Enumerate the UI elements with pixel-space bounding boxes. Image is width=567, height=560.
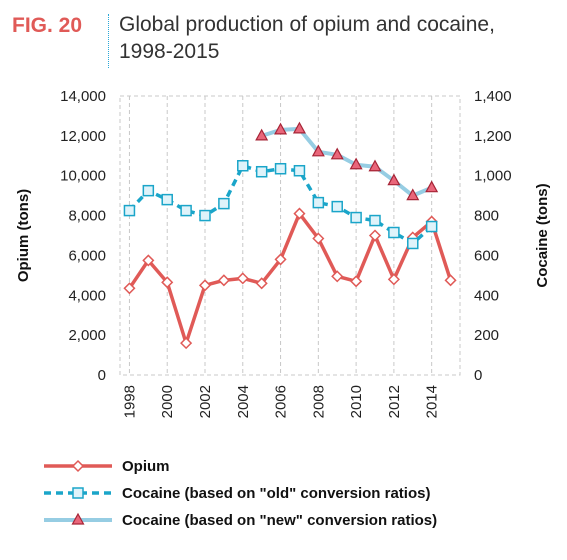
series-line-1 — [127, 211, 453, 345]
data-point — [199, 209, 211, 222]
data-point — [292, 121, 306, 134]
data-point — [161, 276, 174, 289]
x-tick-label: 2006 — [273, 385, 290, 418]
data-point — [236, 272, 249, 285]
data-point — [407, 237, 419, 250]
legend-marker-3 — [71, 512, 85, 525]
y-left-tick-label: 4,000 — [68, 287, 106, 304]
data-point — [142, 184, 155, 197]
data-point — [350, 211, 362, 224]
y-left-axis-title: Opium (tons) — [15, 189, 32, 282]
data-point — [369, 214, 381, 227]
legend-marker-2 — [72, 487, 84, 499]
data-point — [274, 253, 287, 266]
data-point — [180, 337, 193, 350]
data-point — [331, 200, 343, 213]
y-left-tick-label: 6,000 — [68, 247, 106, 264]
y-left-tick-label: 8,000 — [68, 208, 106, 225]
x-tick-label: 2014 — [424, 385, 441, 418]
data-point — [237, 160, 249, 172]
y-right-tick-label: 600 — [474, 247, 499, 264]
grid — [119, 95, 461, 376]
data-point — [444, 274, 457, 287]
figure-label: FIG. 20 — [12, 14, 83, 37]
header-divider — [108, 14, 109, 68]
data-point — [217, 274, 230, 287]
figure-header: FIG. 20 Global production of opium and c… — [12, 10, 557, 72]
data-point — [255, 277, 268, 290]
y-left-tick-label: 12,000 — [60, 128, 106, 145]
y-right-tick-label: 200 — [474, 327, 499, 344]
legend-label-1: Opium — [122, 458, 170, 475]
data-point — [425, 220, 438, 233]
x-tick-label: 2012 — [386, 385, 403, 418]
series — [123, 121, 457, 350]
y-right-tick-label: 1,000 — [474, 168, 512, 185]
data-point — [350, 275, 363, 288]
data-point — [123, 204, 136, 217]
legend-marker-1 — [71, 459, 85, 473]
data-point — [198, 279, 212, 292]
data-point — [330, 147, 344, 160]
x-tick-label: 2002 — [197, 385, 214, 418]
x-tick-label: 2004 — [235, 385, 252, 418]
data-point — [312, 232, 325, 245]
data-point — [123, 282, 136, 295]
data-point — [255, 128, 269, 141]
data-point — [180, 204, 192, 217]
y-right-tick-label: 400 — [474, 287, 499, 304]
data-point — [368, 159, 382, 172]
data-point — [311, 144, 325, 157]
series-line-3 — [261, 126, 433, 198]
data-point — [312, 196, 325, 209]
data-point — [293, 207, 306, 220]
data-point — [331, 270, 344, 283]
x-tick-label: 1998 — [121, 385, 138, 418]
y-right-tick-label: 800 — [474, 208, 499, 225]
x-tick-label: 2008 — [310, 385, 327, 418]
x-tick-label: 2000 — [159, 385, 176, 418]
y-right-tick-label: 0 — [474, 367, 482, 384]
data-point — [387, 173, 401, 186]
plot-frame — [119, 95, 461, 376]
y-right-tick-label: 1,400 — [474, 88, 512, 105]
y-right-axis-title: Cocaine (tons) — [534, 183, 551, 287]
data-point — [425, 180, 439, 193]
figure-title: Global production of opium and cocaine, … — [119, 13, 495, 63]
y-left-tick-label: 2,000 — [68, 327, 106, 344]
legend-label-3: Cocaine (based on "new" conversion ratio… — [122, 512, 437, 529]
data-point — [368, 229, 382, 242]
data-point — [255, 165, 268, 178]
data-point — [293, 164, 306, 177]
x-tick-label: 2010 — [348, 385, 365, 418]
data-point — [388, 226, 400, 239]
data-point — [274, 122, 288, 135]
y-right-tick-label: 1,200 — [474, 128, 512, 145]
data-point — [387, 273, 400, 286]
data-point — [142, 254, 155, 267]
data-point — [349, 157, 363, 170]
data-point — [274, 162, 287, 175]
y-left-tick-label: 10,000 — [60, 168, 106, 185]
legend: Opium Cocaine (based on "old" conversion … — [44, 458, 437, 529]
data-point — [406, 188, 420, 201]
data-point — [218, 197, 230, 210]
axes: 0 2,000 4,000 6,000 8,000 10,000 12,000 14,000 0… — [15, 88, 551, 418]
y-left-tick-label: 14,000 — [60, 88, 106, 105]
legend-label-2: Cocaine (based on "old" conversion ratio… — [122, 485, 430, 502]
y-left-tick-label: 0 — [98, 367, 106, 384]
data-point — [161, 193, 173, 206]
